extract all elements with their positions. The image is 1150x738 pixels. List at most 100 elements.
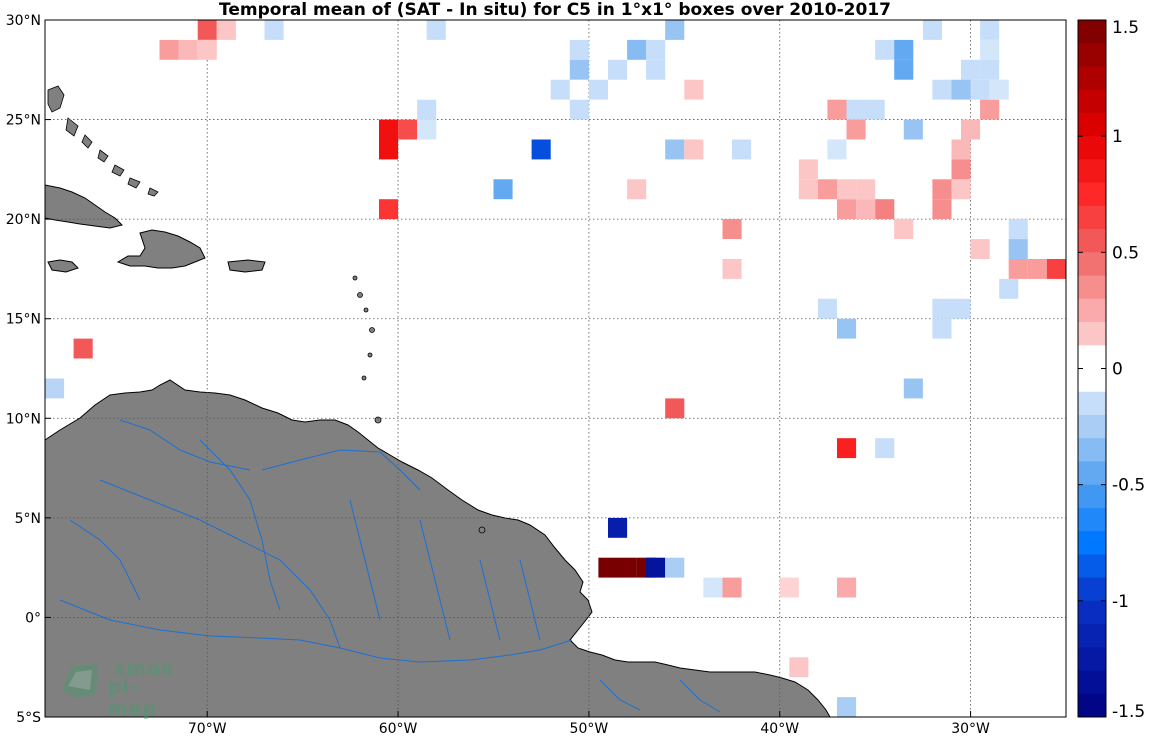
data-cell bbox=[1028, 259, 1047, 279]
data-cell bbox=[618, 558, 637, 578]
data-cell bbox=[952, 299, 971, 319]
data-cell bbox=[703, 578, 722, 598]
y-tick-label: 25°N bbox=[6, 113, 41, 129]
data-cell bbox=[827, 140, 846, 160]
data-cell bbox=[732, 140, 751, 160]
data-cell bbox=[627, 40, 646, 60]
data-cell bbox=[980, 60, 999, 80]
data-cell bbox=[789, 657, 808, 677]
data-cell bbox=[723, 259, 742, 279]
data-cell bbox=[379, 140, 398, 160]
data-cell bbox=[684, 140, 703, 160]
data-cell bbox=[847, 120, 866, 140]
data-cell bbox=[570, 40, 589, 60]
data-cell bbox=[894, 60, 913, 80]
y-tick-label: 15°N bbox=[6, 312, 41, 328]
data-cell bbox=[627, 179, 646, 199]
data-cell bbox=[1009, 239, 1028, 259]
data-cell bbox=[646, 558, 665, 578]
data-cell bbox=[608, 60, 627, 80]
data-cell bbox=[818, 299, 837, 319]
data-cell bbox=[799, 159, 818, 179]
data-cell bbox=[379, 199, 398, 219]
data-cell bbox=[923, 20, 942, 40]
data-cell bbox=[932, 299, 951, 319]
data-cell bbox=[856, 199, 875, 219]
data-cell bbox=[665, 558, 684, 578]
y-tick-label: 5°N bbox=[15, 511, 41, 527]
data-cell bbox=[551, 80, 570, 100]
data-cell bbox=[875, 438, 894, 458]
data-cell bbox=[894, 219, 913, 239]
x-tick-label: 40°W bbox=[760, 721, 799, 737]
data-cell bbox=[952, 179, 971, 199]
data-cell bbox=[589, 80, 608, 100]
data-cell bbox=[198, 20, 217, 40]
x-tick-label: 70°W bbox=[188, 721, 227, 737]
data-cell bbox=[894, 40, 913, 60]
x-tick-label: 50°W bbox=[570, 721, 609, 737]
data-cell bbox=[875, 40, 894, 60]
data-cell bbox=[179, 40, 198, 60]
data-cell bbox=[932, 80, 951, 100]
y-tick-label: 30°N bbox=[6, 13, 41, 29]
smos-pimep-logo: smos pi-mep bbox=[58, 658, 188, 704]
y-tick-label: 0° bbox=[25, 610, 41, 626]
x-tick-label: 60°W bbox=[379, 721, 418, 737]
data-cell bbox=[856, 179, 875, 199]
data-cell bbox=[665, 20, 684, 40]
puerto-rico-island bbox=[228, 260, 265, 272]
data-cell bbox=[570, 100, 589, 120]
data-cell bbox=[837, 438, 856, 458]
data-cell bbox=[961, 60, 980, 80]
data-cell bbox=[723, 219, 742, 239]
data-cell bbox=[74, 339, 93, 359]
data-cell bbox=[1009, 219, 1028, 239]
data-cell bbox=[799, 179, 818, 199]
data-cell bbox=[494, 179, 513, 199]
data-cell bbox=[532, 140, 551, 160]
data-cell bbox=[646, 40, 665, 60]
data-cell bbox=[866, 100, 885, 120]
data-cell bbox=[980, 100, 999, 120]
data-cell bbox=[837, 199, 856, 219]
data-cell bbox=[952, 80, 971, 100]
data-cell bbox=[837, 319, 856, 339]
data-cell bbox=[417, 100, 436, 120]
data-cell bbox=[990, 80, 1009, 100]
data-cell bbox=[952, 159, 971, 179]
data-cell bbox=[971, 80, 990, 100]
y-tick-label: 5°S bbox=[16, 710, 41, 726]
data-cell bbox=[723, 578, 742, 598]
data-cell bbox=[417, 120, 436, 140]
y-tick-label: 20°N bbox=[6, 212, 41, 228]
data-cell bbox=[684, 80, 703, 100]
data-cell bbox=[827, 100, 846, 120]
data-cell bbox=[1047, 259, 1066, 279]
data-cell bbox=[904, 379, 923, 399]
data-cell bbox=[971, 239, 990, 259]
data-cell bbox=[837, 578, 856, 598]
data-cell bbox=[379, 120, 398, 140]
data-cell bbox=[837, 179, 856, 199]
data-cell bbox=[265, 20, 284, 40]
data-cell bbox=[980, 20, 999, 40]
data-cell bbox=[999, 279, 1018, 299]
y-tick-label: 10°N bbox=[6, 411, 41, 427]
logo-line2: pi-mep bbox=[108, 676, 188, 720]
data-cell bbox=[847, 100, 866, 120]
data-cell bbox=[932, 179, 951, 199]
data-cell bbox=[646, 60, 665, 80]
data-cell bbox=[952, 140, 971, 160]
data-cell bbox=[570, 60, 589, 80]
data-cell bbox=[598, 558, 617, 578]
data-cell bbox=[198, 40, 217, 60]
data-cell bbox=[837, 697, 856, 717]
y-axis-ticks: 30°N 25°N 20°N 15°N 10°N 5°N 0° 5°S bbox=[6, 13, 51, 726]
data-cell bbox=[961, 120, 980, 140]
data-cell bbox=[217, 20, 236, 40]
data-cell bbox=[160, 40, 179, 60]
data-cell bbox=[932, 319, 951, 339]
data-cell bbox=[45, 379, 64, 399]
